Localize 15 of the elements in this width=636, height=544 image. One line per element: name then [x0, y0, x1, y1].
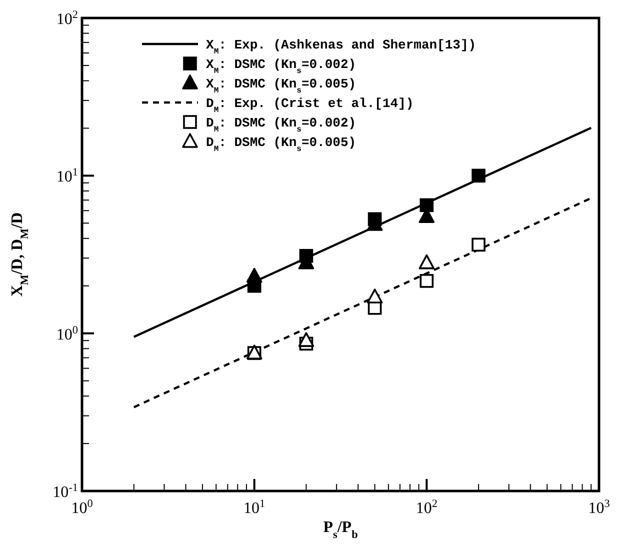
x-tick-label: 10$^{2}$: [416, 498, 438, 517]
y-tick-label: 10$^{-1}$: [52, 482, 78, 501]
x-tick-label: 10$^{3}$: [588, 498, 610, 517]
y-tick-label: 10$^{0}$: [56, 324, 78, 344]
legend-label: D$_{M}$: Exp. (Crist et al.[14]): [206, 96, 414, 114]
legend-label: X$_{M}$: Exp. (Ashkenas and Sherman[13]): [206, 38, 476, 56]
x-tick-label: 10$^{1}$: [244, 498, 266, 517]
legend-label: D$_{M}$: DSMC (Kn$_{s}$=0.005): [206, 135, 356, 154]
y-tick-label: 10$^{2}$: [56, 9, 78, 28]
legend-label: X$_{M}$: DSMC (Kn$_{s}$=0.005): [206, 76, 356, 95]
legend-label: D$_{M}$: DSMC (Kn$_{s}$=0.002): [206, 116, 356, 134]
legend-label: X$_{M}$: DSMC (Kn$_{s}$=0.002): [206, 57, 356, 76]
x-tick-label: 10$^{0}$: [71, 498, 94, 517]
y-tick-label: 10$^{1}$: [56, 166, 78, 186]
x-axis-title: P$_{s}$/P$_{b}$: [323, 519, 358, 541]
